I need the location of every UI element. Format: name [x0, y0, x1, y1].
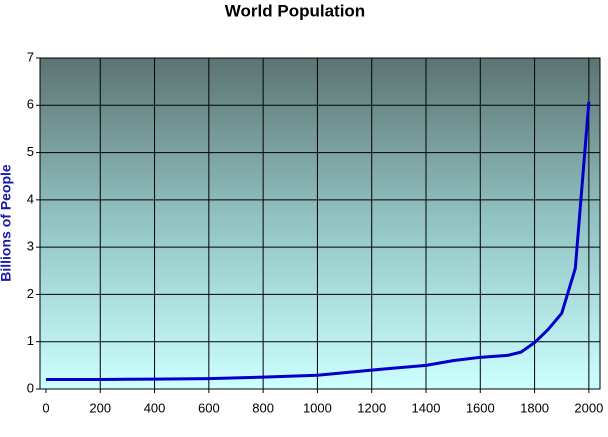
- x-tick-label: 400: [144, 400, 166, 415]
- y-tick-label: 4: [27, 191, 34, 206]
- plot-border: [39, 57, 601, 390]
- y-tick-label: 3: [27, 239, 34, 254]
- y-tick-label: 1: [27, 333, 34, 348]
- plot-area: [40, 58, 600, 389]
- x-tick-label: 1000: [303, 400, 332, 415]
- x-tick-label: 1800: [520, 400, 549, 415]
- x-tick-label: 1200: [357, 400, 386, 415]
- y-tick-label: 5: [27, 144, 34, 159]
- y-axis-label: Billions of People: [0, 164, 14, 282]
- y-tick-label: 0: [27, 380, 34, 395]
- x-tick-label: 800: [252, 400, 274, 415]
- x-tick-label: 0: [42, 400, 49, 415]
- chart-title: World Population: [225, 1, 365, 20]
- x-tick-label: 1400: [412, 400, 441, 415]
- y-tick-label: 7: [27, 49, 34, 64]
- x-tick-label: 2000: [574, 400, 603, 415]
- data-line: [45, 101, 591, 382]
- y-tick-label: 6: [27, 97, 34, 112]
- y-tick-label: 2: [27, 286, 34, 301]
- x-tick-label: 1600: [466, 400, 495, 415]
- x-tick-label: 200: [89, 400, 111, 415]
- x-tick-label: 600: [198, 400, 220, 415]
